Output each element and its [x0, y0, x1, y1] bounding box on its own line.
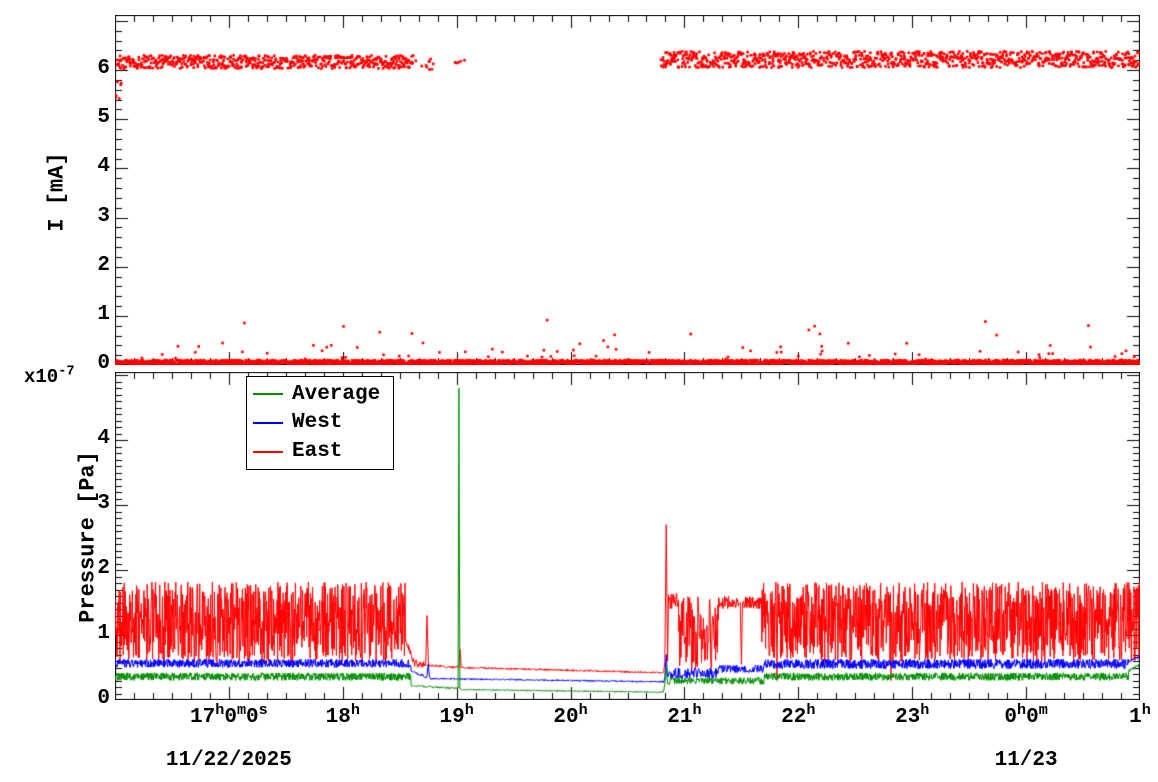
bottom-y-tick-label: 3: [97, 492, 110, 516]
legend-item-label: West: [292, 411, 343, 435]
superscript: -7: [58, 364, 75, 380]
bottom-y-axis-title: Pressure [Pa]: [75, 451, 101, 623]
superscript: h: [578, 701, 588, 719]
x-tick-label: 22h: [781, 701, 816, 729]
x-tick-label: 17h0m0s: [190, 701, 268, 729]
legend: Average West East: [246, 376, 394, 470]
x-tick-label: 1h: [1129, 701, 1151, 729]
superscript: h: [350, 701, 360, 719]
top-y-tick-label: 0: [97, 352, 110, 375]
top-y-tick-label: 6: [97, 57, 110, 81]
x-axis-date-label: 11/23: [994, 749, 1058, 772]
top-y-tick-label: 4: [97, 155, 110, 179]
bottom-y-tick-label: 0: [97, 687, 110, 710]
superscript: h: [806, 701, 816, 719]
top-panel-current-plot: [115, 15, 1140, 365]
bottom-y-tick-label: 4: [97, 427, 110, 451]
superscript: s: [258, 701, 268, 719]
superscript: h: [464, 701, 474, 719]
x-axis-date-label: 11/22/2025: [165, 749, 292, 772]
legend-line-sample: [253, 421, 283, 424]
superscript: h: [692, 701, 702, 719]
x-tick-label: 20h: [553, 701, 588, 729]
legend-line-sample: [253, 393, 283, 396]
x-tick-label: 21h: [667, 701, 702, 729]
superscript: h: [920, 701, 930, 719]
x-tick-label: 18h: [325, 701, 360, 729]
top-y-tick-label: 5: [97, 106, 110, 130]
legend-item-label: Average: [292, 382, 381, 406]
top-y-tick-label: 1: [97, 302, 110, 326]
superscript: m: [1038, 701, 1048, 719]
superscript: h: [1141, 701, 1151, 719]
legend-item-label: East: [292, 440, 343, 464]
bottom-y-tick-label: 1: [97, 622, 110, 646]
top-y-tick-label: 2: [97, 253, 110, 277]
x-tick-label: 19h: [439, 701, 474, 729]
bottom-y-tick-label: 2: [97, 557, 110, 581]
x-tick-label: 23h: [895, 701, 930, 729]
legend-item: East: [253, 440, 393, 463]
top-y-tick-label: 3: [97, 204, 110, 228]
legend-line-sample: [253, 450, 283, 453]
x-tick-label: 0h0m: [1004, 701, 1048, 729]
superscript: m: [236, 701, 247, 719]
legend-item: West: [253, 411, 393, 434]
legend-item: Average: [253, 383, 393, 406]
superscript: h: [215, 701, 225, 719]
superscript: h: [1017, 701, 1027, 719]
y-axis-multiplier-label: x10-7: [24, 364, 75, 388]
